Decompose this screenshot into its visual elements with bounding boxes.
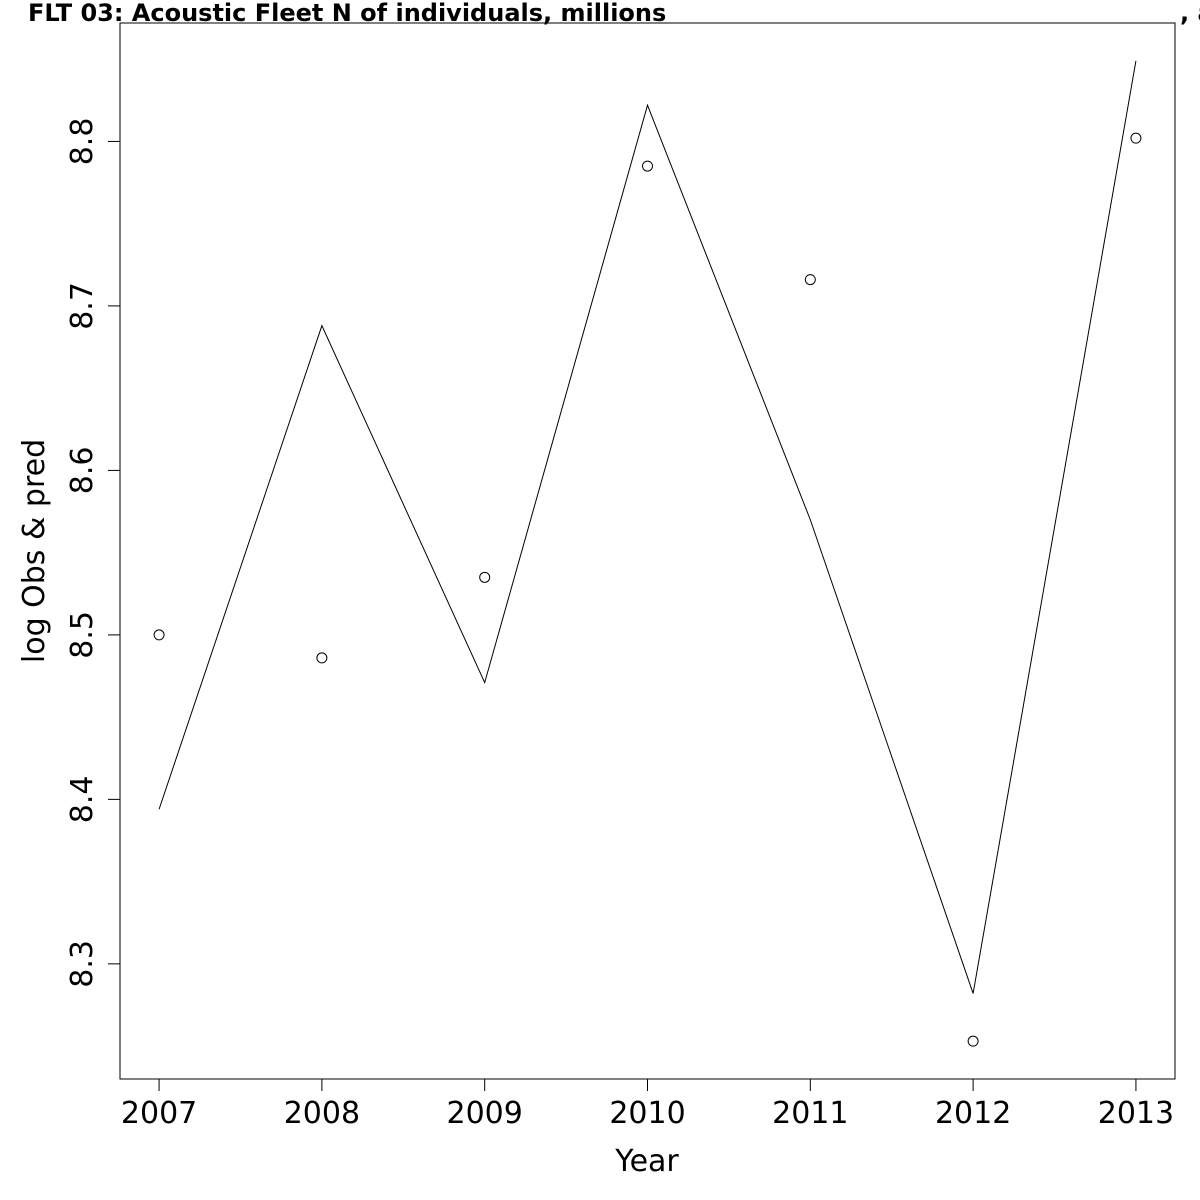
data-point (1130, 132, 1142, 144)
x-tick-label: 2007 (121, 1096, 197, 1131)
y-tick-label: 8.8 (65, 118, 100, 166)
data-line (158, 60, 1137, 994)
x-tick-label: 2013 (1098, 1096, 1174, 1131)
data-point (479, 571, 491, 583)
chart-title-tail: , a (1180, 0, 1200, 27)
y-tick-label: 8.6 (65, 447, 100, 495)
data-point (316, 652, 328, 664)
y-axis-label: log Obs & pred (17, 439, 52, 663)
x-axis-label: Year (614, 1144, 679, 1179)
y-tick-label: 8.3 (65, 940, 100, 988)
data-point (642, 160, 653, 172)
x-tick-label: 2009 (447, 1096, 523, 1131)
y-tick-label: 8.5 (65, 611, 100, 659)
y-tick-label: 8.7 (65, 282, 100, 330)
data-point (967, 1035, 979, 1047)
x-tick-label: 2012 (935, 1096, 1011, 1131)
data-point (153, 629, 165, 641)
x-tick-label: 2008 (284, 1096, 360, 1131)
data-point (804, 274, 816, 286)
x-tick-label: 2011 (772, 1096, 848, 1131)
y-tick-label: 8.4 (65, 776, 100, 824)
x-tick-label: 2010 (609, 1096, 685, 1131)
